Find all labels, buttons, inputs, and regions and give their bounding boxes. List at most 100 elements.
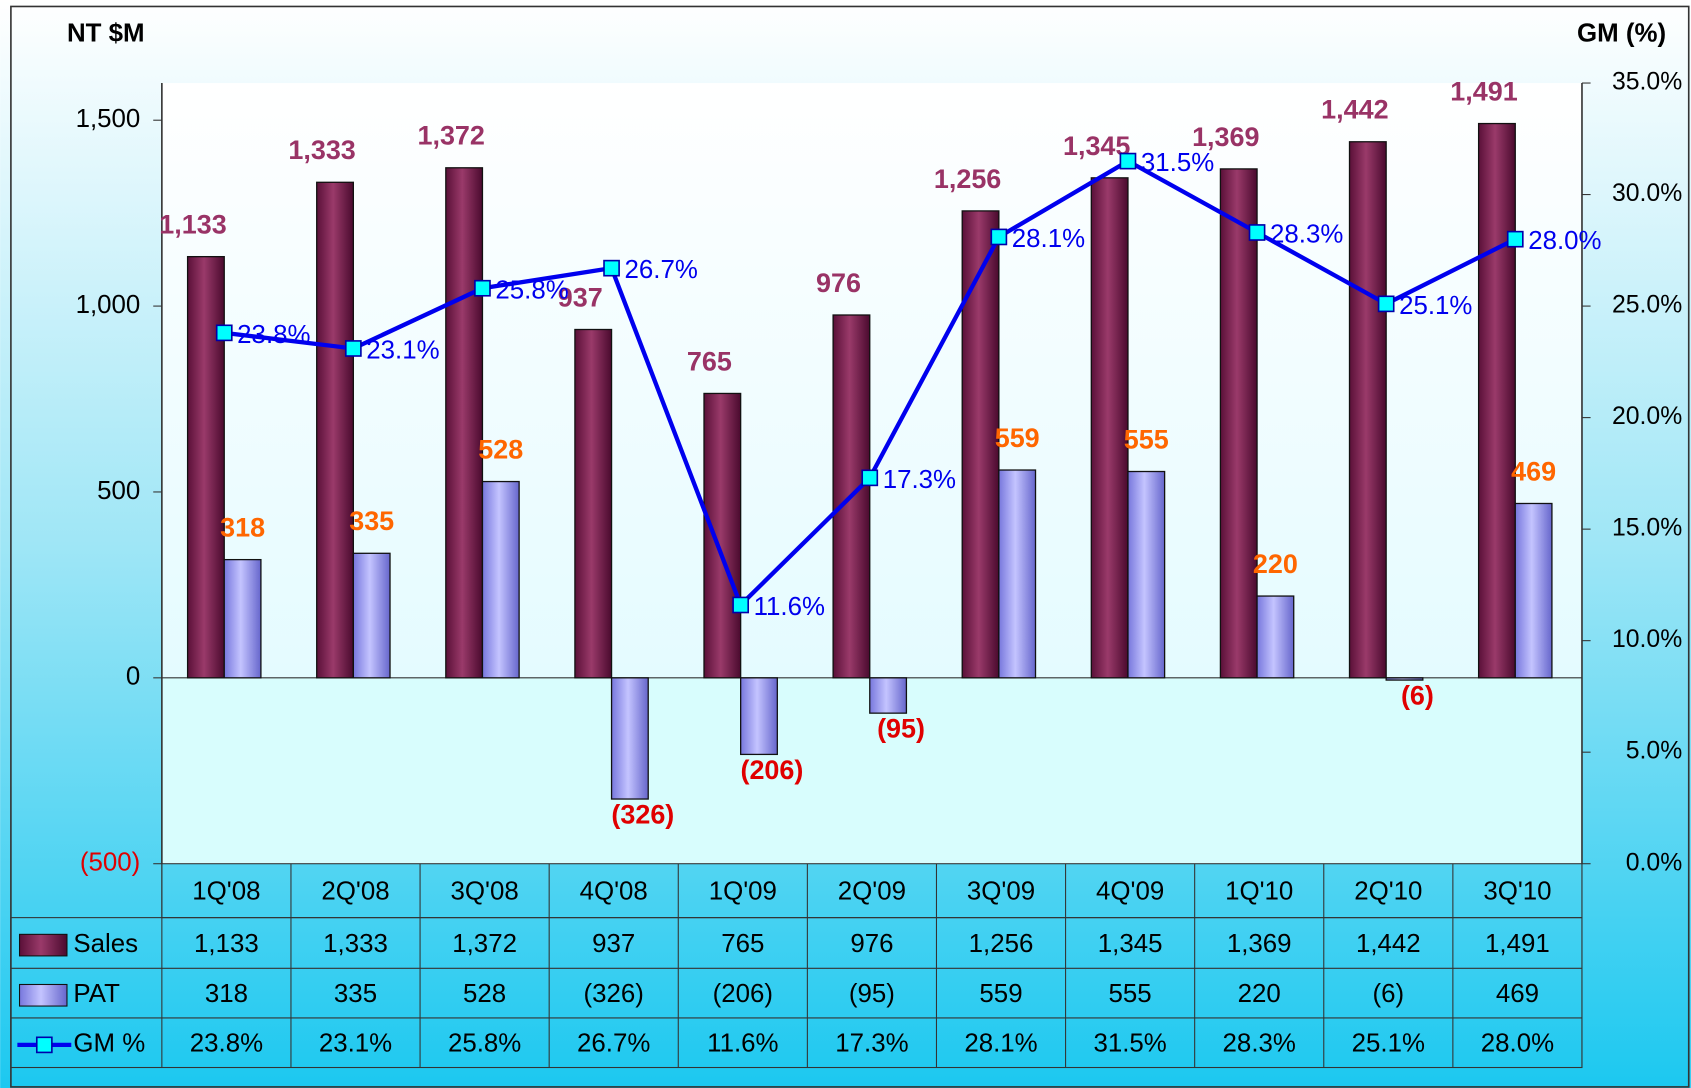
x-tick-label: 2Q'10	[1354, 878, 1422, 906]
bar	[445, 167, 484, 679]
table-cell: 1,333	[323, 930, 388, 958]
y-tick-label: 500	[97, 477, 140, 505]
y2-tick-label: 10.0%	[1612, 626, 1682, 653]
y-axis-title: NT $M	[67, 19, 145, 47]
line-marker	[1119, 152, 1137, 170]
table-cell: 1,372	[452, 930, 517, 958]
table-cell: 1,345	[1098, 930, 1163, 958]
legend-swatch	[18, 983, 68, 1007]
data-label: 31.5%	[1141, 149, 1214, 177]
table-cell: 1,256	[969, 930, 1034, 958]
table-cell: (206)	[713, 980, 773, 1008]
table-cell: 28.3%	[1223, 1030, 1296, 1058]
data-label: 28.0%	[1528, 227, 1601, 255]
x-tick-label: 4Q'08	[580, 878, 648, 906]
line-marker	[732, 596, 750, 614]
bar	[1127, 470, 1166, 679]
plot-area-positive	[161, 83, 1582, 678]
y2-tick-label: 5.0%	[1626, 738, 1683, 765]
data-label: 1,333	[288, 135, 355, 165]
table-cell: 17.3%	[835, 1030, 908, 1058]
data-label: 1,345	[1063, 131, 1130, 161]
data-label: (6)	[1401, 680, 1434, 710]
x-tick-label: 2Q'08	[321, 878, 389, 906]
y-tick-label: 1,000	[76, 291, 141, 319]
y-tick-label: 1,500	[76, 105, 141, 133]
data-label: 28.3%	[1270, 221, 1343, 249]
table-cell: 28.0%	[1481, 1030, 1554, 1058]
data-label: 23.1%	[366, 337, 439, 365]
y2-tick-label: 0.0%	[1626, 849, 1683, 876]
table-cell: 318	[205, 980, 248, 1008]
bar	[223, 558, 262, 679]
data-label: 1,369	[1192, 122, 1259, 152]
bar	[961, 210, 1000, 679]
data-label: 220	[1253, 549, 1298, 579]
legend-label: PAT	[73, 980, 120, 1008]
bar	[1219, 168, 1258, 679]
data-label: 765	[687, 346, 732, 376]
y2-axis-title: GM (%)	[1577, 19, 1666, 47]
data-label: 25.1%	[1399, 292, 1472, 320]
table-cell: 555	[1109, 980, 1152, 1008]
y2-tick-label: 20.0%	[1612, 403, 1682, 430]
table-cell: 26.7%	[577, 1030, 650, 1058]
table-cell: 1,369	[1227, 930, 1292, 958]
table-cell: 1,442	[1356, 930, 1421, 958]
bar	[352, 552, 391, 679]
y2-tick-label: 15.0%	[1612, 515, 1682, 542]
data-label: 26.7%	[624, 256, 697, 284]
table-cell: (6)	[1373, 980, 1405, 1008]
bar	[703, 392, 742, 679]
table-cell: (326)	[584, 980, 644, 1008]
data-label: 469	[1511, 456, 1556, 486]
table-cell: 25.1%	[1352, 1030, 1425, 1058]
bar	[1385, 677, 1424, 681]
line-marker	[344, 340, 362, 357]
y2-tick-label: 35.0%	[1612, 69, 1682, 96]
x-tick-label: 3Q'10	[1483, 878, 1551, 906]
data-label: (206)	[740, 755, 803, 785]
table-cell: 1,133	[194, 930, 259, 958]
data-label: 1,442	[1321, 95, 1388, 125]
table-cell: 937	[592, 930, 635, 958]
legend-label: Sales	[73, 930, 138, 958]
data-label: 555	[1124, 424, 1169, 454]
x-tick-label: 4Q'09	[1096, 878, 1164, 906]
line-marker	[474, 279, 491, 297]
table-cell: 28.1%	[964, 1030, 1037, 1058]
table-cell: 528	[463, 980, 506, 1008]
bar	[1514, 502, 1553, 679]
table-cell: 23.1%	[319, 1030, 392, 1058]
table-cell: 11.6%	[707, 1030, 778, 1058]
data-label: 1,372	[417, 121, 484, 151]
line-marker	[1377, 295, 1395, 313]
table-cell: 25.8%	[448, 1030, 521, 1058]
data-label: 25.8%	[495, 276, 568, 304]
table-cell: 976	[850, 930, 893, 958]
data-label: (95)	[877, 714, 925, 744]
table-cell: 469	[1496, 980, 1539, 1008]
line-marker	[861, 469, 879, 487]
bar	[574, 328, 613, 679]
table-cell: 220	[1238, 980, 1281, 1008]
legend-label: GM %	[73, 1030, 145, 1058]
table-cell: 1,491	[1485, 930, 1550, 958]
data-label: 1,256	[934, 164, 1001, 194]
bar	[869, 677, 908, 714]
table-cell: 765	[721, 930, 764, 958]
x-tick-label: 3Q'09	[967, 878, 1035, 906]
table-cell: 559	[979, 980, 1022, 1008]
data-label: 335	[349, 506, 394, 536]
x-tick-label: 1Q'09	[709, 878, 777, 906]
data-label: 1,133	[159, 210, 226, 240]
data-label: 528	[478, 434, 523, 464]
bar	[186, 255, 225, 679]
table-cell: (95)	[849, 980, 895, 1008]
data-label: 1,491	[1450, 76, 1517, 106]
line-marker	[603, 259, 620, 277]
bar	[998, 469, 1037, 679]
table-cell: 335	[334, 980, 377, 1008]
x-tick-label: 3Q'08	[451, 878, 519, 906]
